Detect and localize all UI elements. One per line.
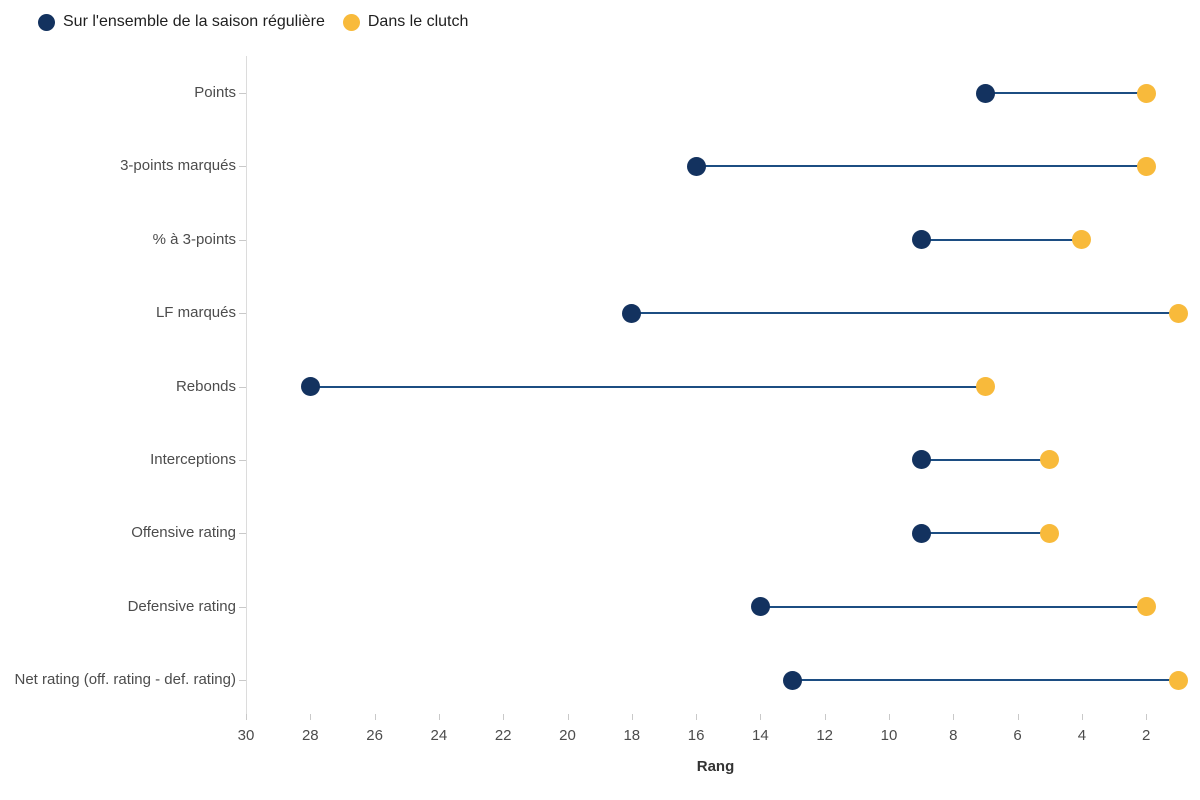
x-axis-tick [310,714,312,720]
dot-clutch[interactable] [975,377,995,396]
x-axis-title: Rang [696,758,735,775]
x-tick-label: 2 [1142,727,1151,744]
category-tick [239,533,246,535]
category-tick [239,680,246,681]
category-tick [239,166,246,168]
dot-season[interactable] [750,597,770,617]
dot-season[interactable] [911,523,931,543]
x-axis-tick [824,714,826,720]
category-label: Interceptions [150,450,236,468]
category-label: Rebonds [175,377,236,395]
x-tick-label: 14 [752,727,769,744]
x-axis-tick [953,714,955,720]
x-tick-label: 22 [494,727,512,744]
dot-season[interactable] [686,156,706,176]
x-axis-tick [1017,714,1019,720]
connector-line [310,385,986,388]
category-tick [239,606,246,608]
x-tick-label: 26 [366,727,383,744]
x-tick-label: 30 [237,727,255,744]
x-tick-label: 24 [430,727,448,744]
dot-clutch[interactable] [1136,597,1156,617]
dot-clutch[interactable] [1040,523,1060,543]
x-axis-tick [1081,714,1083,720]
legend-label-clutch: Dans le clutch [367,13,469,30]
x-axis-tick [1146,714,1148,720]
x-tick-label: 20 [559,727,576,744]
connector-line [696,165,1147,168]
x-axis-tick [889,714,890,720]
dot-season[interactable] [975,83,995,103]
legend-swatch-season-icon [38,13,55,31]
x-tick-label: 10 [880,727,898,744]
x-axis-tick [760,714,762,720]
x-tick-label: 16 [687,727,705,744]
category-label: Points [194,84,236,101]
connector-line [921,532,1050,535]
category-label: LF marqués [155,304,236,322]
x-axis-tick [503,714,505,720]
x-tick-label: 8 [949,727,958,744]
x-tick-label: 18 [623,727,641,744]
dot-clutch[interactable] [1168,303,1188,323]
legend-label-season: Sur l'ensemble de la saison régulière [63,13,325,30]
x-axis-tick [374,714,376,720]
dot-clutch[interactable] [1136,156,1156,176]
connector-line [792,679,1179,681]
legend-item-clutch: Dans le clutch [342,12,469,32]
legend-swatch-clutch-icon [342,13,360,31]
connector-line [921,458,1050,461]
x-axis-tick [567,714,569,720]
x-tick-label: 12 [816,727,834,744]
x-tick-label: 28 [301,727,319,744]
connector-line [760,605,1147,608]
x-axis-tick [696,714,698,720]
dot-season[interactable] [911,230,931,250]
dot-clutch[interactable] [1168,670,1188,690]
x-tick-label: 4 [1077,727,1087,744]
dot-season[interactable] [783,670,803,690]
category-label: 3-points marqués [120,157,236,175]
dot-clutch[interactable] [1136,83,1156,103]
y-axis-line [246,56,247,714]
x-axis-tick [438,714,440,720]
dot-season[interactable] [622,303,642,323]
connector-line [631,312,1179,315]
category-label: Defensive rating [127,597,236,615]
x-axis-tick [246,714,247,720]
connector-line [921,238,1082,241]
dot-season[interactable] [911,450,931,470]
category-tick [239,313,246,315]
dot-clutch[interactable] [1072,230,1092,250]
category-tick [239,239,246,241]
dot-clutch[interactable] [1040,450,1060,470]
category-tick [239,459,246,461]
category-label: % à 3-points [152,230,236,248]
legend: Sur l'ensemble de la saison régulière Da… [38,12,468,32]
category-label: Offensive rating [131,524,236,542]
category-label: Net rating (off. rating - def. rating) [14,671,237,688]
legend-item-season: Sur l'ensemble de la saison régulière [38,12,325,32]
x-axis-tick [631,714,633,720]
connector-line [985,92,1147,94]
category-tick [239,93,246,94]
x-tick-label: 6 [1013,727,1022,744]
dot-season[interactable] [300,377,320,396]
category-tick [239,386,246,388]
